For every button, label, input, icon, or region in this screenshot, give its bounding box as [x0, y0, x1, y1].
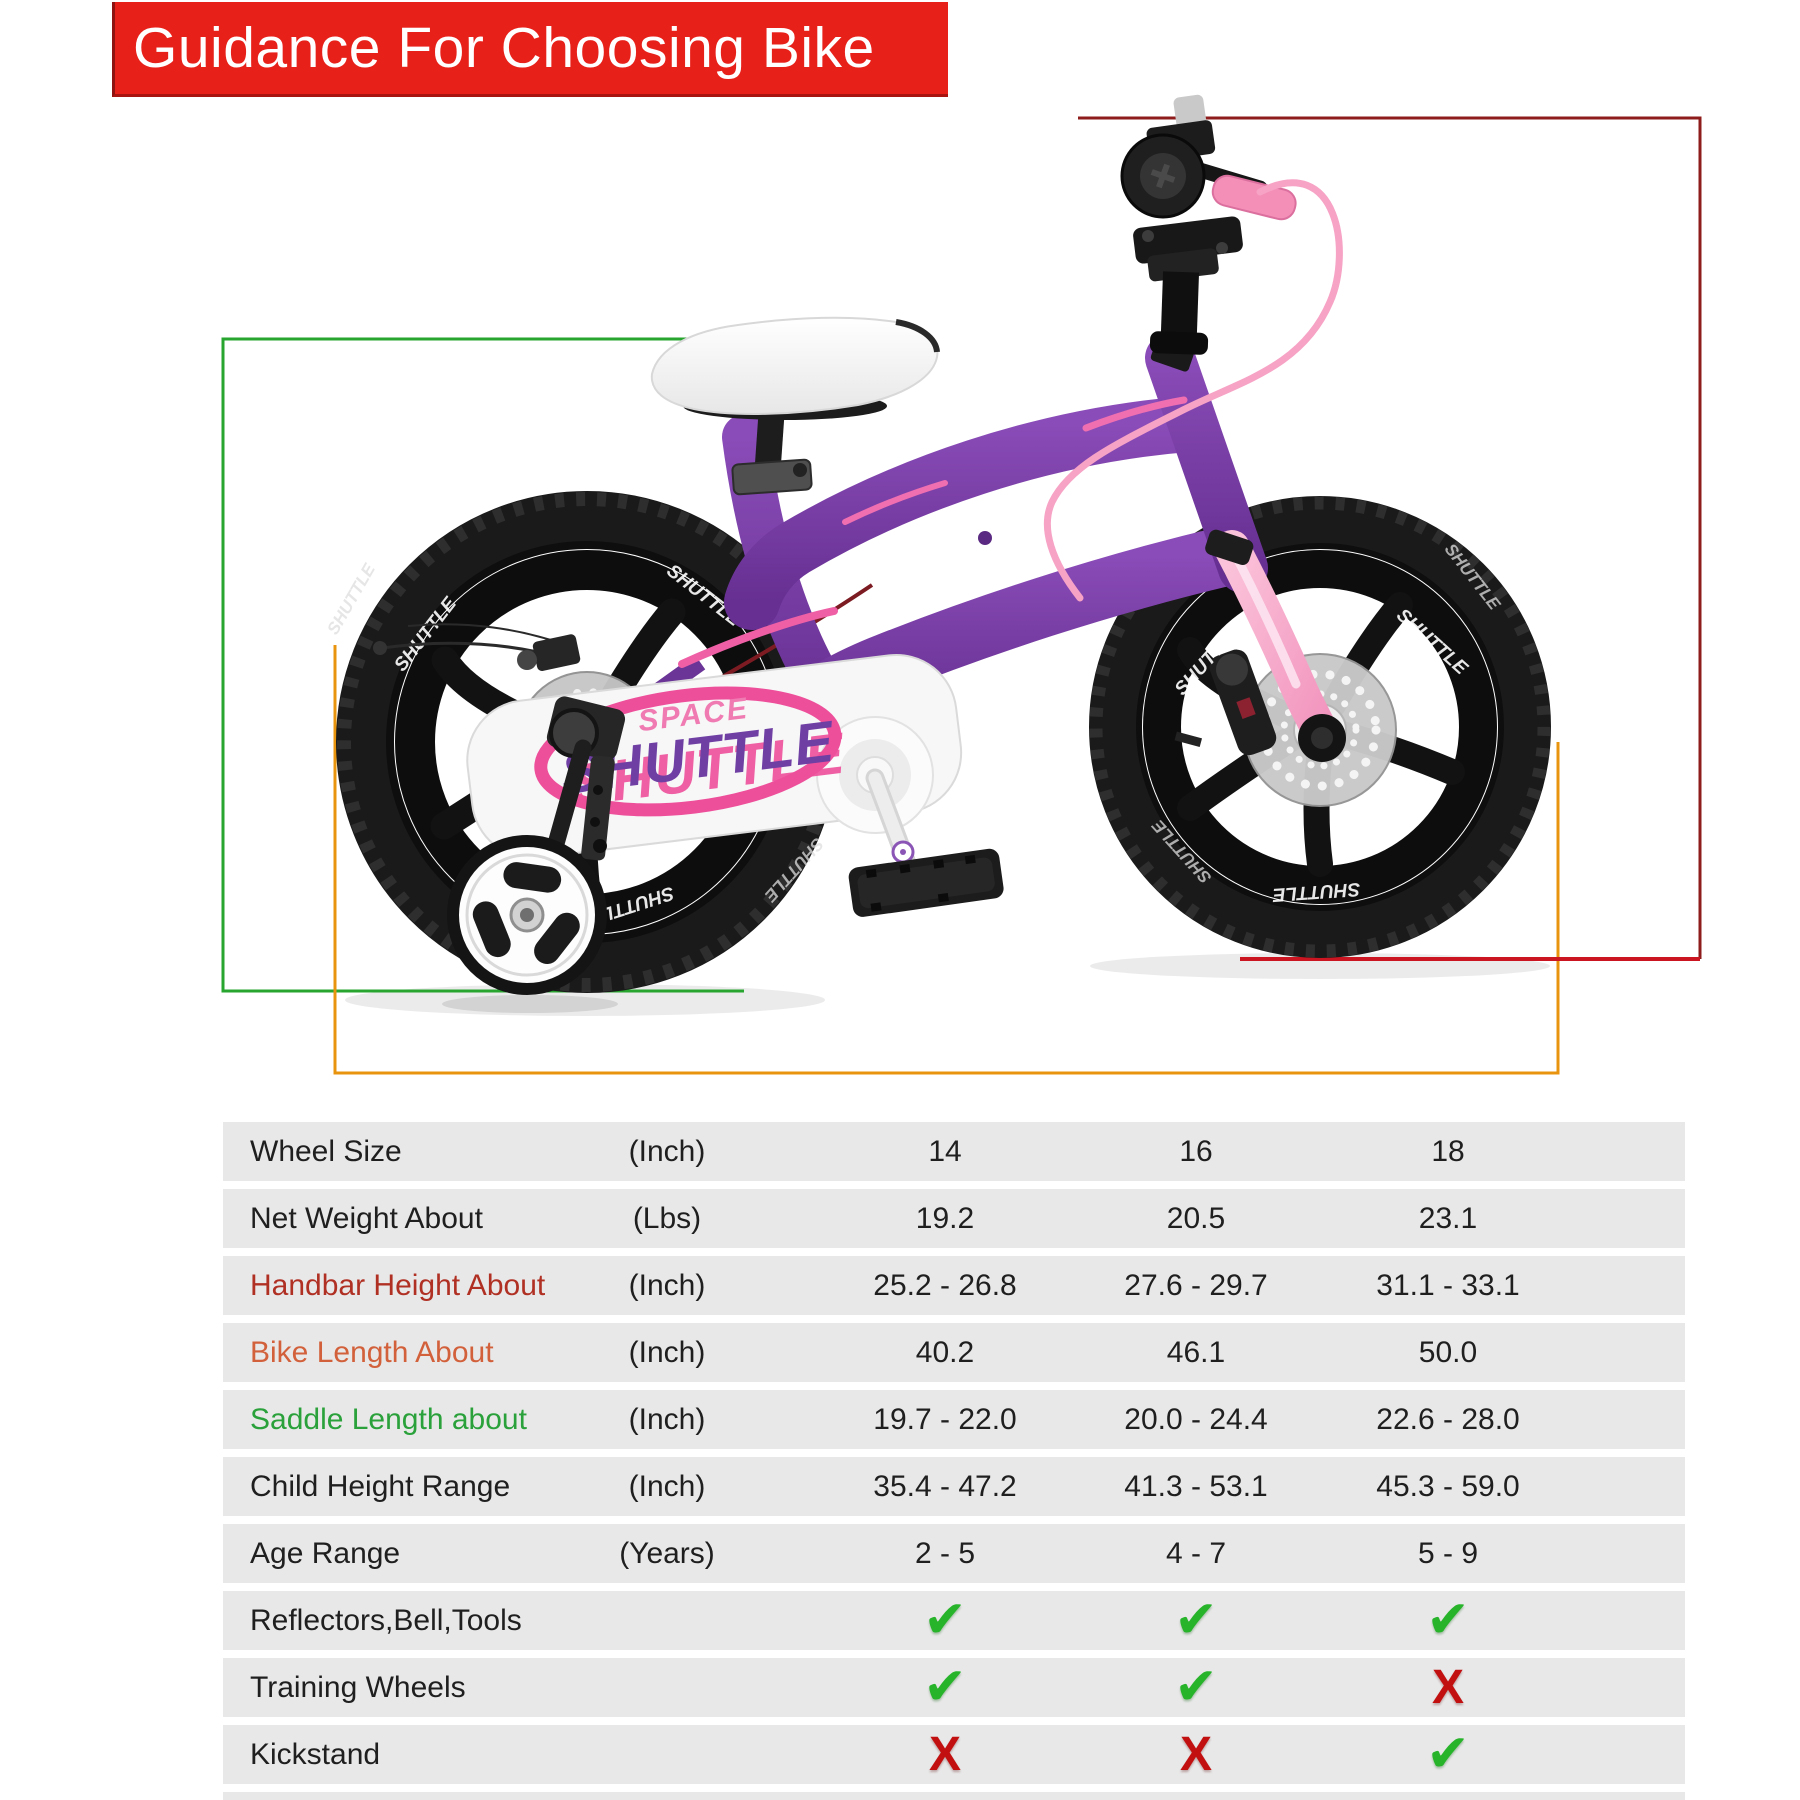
page-title: Guidance For Choosing Bike	[133, 16, 875, 80]
table-row: Reflectors,Bell,Tools ✔ ✔ ✔	[223, 1591, 1685, 1650]
row-value: 5 - 9	[1417, 1537, 1479, 1570]
table-row: Saddle Length about (Inch) 19.7 - 22.0 20…	[223, 1390, 1685, 1449]
row-value: 18	[1431, 1135, 1465, 1168]
row-label: Net Weight About	[250, 1202, 483, 1235]
row-unit: (Lbs)	[632, 1202, 702, 1235]
row-unit: (Years)	[619, 1537, 715, 1570]
check-icon: ✔	[1426, 1725, 1470, 1783]
table-row: Training Wheels ✔ ✔ X	[223, 1658, 1685, 1717]
row-value: 50.0	[1418, 1336, 1478, 1369]
table-row: Handbar Height About (Inch) 25.2 - 26.8 2…	[223, 1256, 1685, 1315]
row-value: 20.5	[1166, 1202, 1226, 1235]
table-row-partial	[223, 1792, 1685, 1800]
cross-icon: X	[1179, 1728, 1213, 1781]
row-value: 19.7 - 22.0	[873, 1403, 1017, 1436]
pedal-crank	[848, 768, 1004, 917]
check-icon: ✔	[1174, 1591, 1218, 1649]
table-row: Kickstand X X ✔	[223, 1725, 1685, 1784]
row-label: Saddle Length about	[250, 1403, 527, 1436]
row-unit: (Inch)	[628, 1135, 706, 1168]
row-value: 25.2 - 26.8	[873, 1269, 1017, 1302]
training-wheel	[447, 835, 607, 995]
row-value: 41.3 - 53.1	[1124, 1470, 1268, 1503]
row-label: Age Range	[250, 1537, 401, 1570]
chain-guard: SPACE SHUTTLE SHUTTLE	[466, 653, 963, 881]
row-label: Kickstand	[250, 1738, 381, 1771]
table-row: Child Height Range (Inch) 35.4 - 47.2 41.…	[223, 1457, 1685, 1516]
row-value: 35.4 - 47.2	[873, 1470, 1017, 1503]
brake-lever	[1211, 174, 1297, 221]
row-label: Wheel Size	[250, 1135, 402, 1168]
brake-cable	[1043, 179, 1343, 602]
row-value: 14	[928, 1135, 962, 1168]
row-value: 46.1	[1166, 1336, 1226, 1369]
row-value: 19.2	[915, 1202, 975, 1235]
row-value: 2 - 5	[914, 1537, 976, 1570]
check-icon: ✔	[1426, 1591, 1470, 1649]
bike-illustration: SHUTTLE SHUTTLE SHUTTLE SHUTTLE SHUTTLE	[221, 94, 1702, 1075]
table-row: Bike Length About (Inch) 40.2 46.1 50.0	[223, 1323, 1685, 1382]
row-value: 22.6 - 28.0	[1376, 1403, 1520, 1436]
table-row: Net Weight About (Lbs) 19.2 20.5 23.1	[223, 1189, 1685, 1248]
row-value: 45.3 - 59.0	[1376, 1470, 1520, 1503]
row-value: 27.6 - 29.7	[1124, 1269, 1268, 1302]
row-value: 16	[1179, 1135, 1213, 1168]
row-value: 20.0 - 24.4	[1124, 1403, 1268, 1436]
front-fork	[1205, 529, 1346, 762]
cross-icon: X	[1431, 1661, 1465, 1714]
row-unit: (Inch)	[628, 1336, 706, 1369]
row-label: Child Height Range	[250, 1470, 511, 1503]
row-unit: (Inch)	[628, 1470, 706, 1503]
saddle-length-annotation	[221, 337, 830, 993]
title-banner: Guidance For Choosing Bike	[112, 2, 948, 97]
check-icon: ✔	[923, 1591, 967, 1649]
row-unit: (Inch)	[628, 1269, 706, 1302]
cross-icon: X	[928, 1728, 962, 1781]
front-brake-caliper	[1209, 649, 1277, 756]
row-unit: (Inch)	[628, 1403, 706, 1436]
row-value: 4 - 7	[1165, 1537, 1227, 1570]
row-value: 31.1 - 33.1	[1376, 1269, 1520, 1302]
row-label: Handbar Height About	[250, 1269, 546, 1302]
handlebar-height-annotation	[1078, 116, 1702, 959]
row-value: 23.1	[1418, 1202, 1478, 1235]
rear-brake-caliper	[373, 623, 581, 671]
row-label: Training Wheels	[250, 1671, 466, 1704]
bike-length-annotation	[333, 645, 1560, 1075]
check-icon: ✔	[923, 1658, 967, 1716]
valve-stem	[1174, 731, 1203, 748]
row-value: 40.2	[915, 1336, 975, 1369]
row-label: Bike Length About	[250, 1336, 494, 1369]
spec-table: Wheel Size (Inch) 14 16 18 Net Weight Abou…	[223, 1122, 1685, 1792]
saddle	[650, 316, 940, 496]
row-label: Reflectors,Bell,Tools	[250, 1604, 522, 1637]
table-row: Age Range (Years) 2 - 5 4 - 7 5 - 9	[223, 1524, 1685, 1583]
check-icon: ✔	[1174, 1658, 1218, 1716]
pedal	[848, 848, 1004, 917]
table-row: Wheel Size (Inch) 14 16 18	[223, 1122, 1685, 1181]
handlebar	[1120, 94, 1297, 355]
